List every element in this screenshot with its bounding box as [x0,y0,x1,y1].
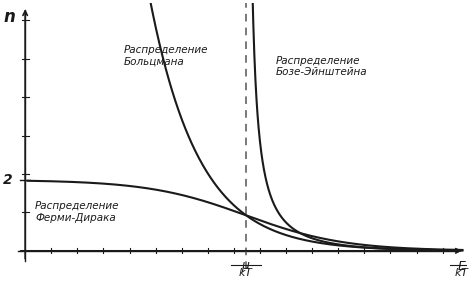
Text: n: n [3,8,15,26]
Text: $E$: $E$ [457,260,467,273]
Text: Распределение
Больцмана: Распределение Больцмана [123,45,208,67]
Text: $kT$: $kT$ [454,266,470,278]
Text: Распределение
Ферми-Дирака: Распределение Ферми-Дирака [35,201,119,223]
Text: Распределение
Бозе-Эйнштейна: Распределение Бозе-Эйнштейна [276,56,367,77]
Text: $kT$: $kT$ [238,266,254,278]
Text: 2: 2 [3,173,13,187]
Text: $\mu$: $\mu$ [241,260,251,274]
